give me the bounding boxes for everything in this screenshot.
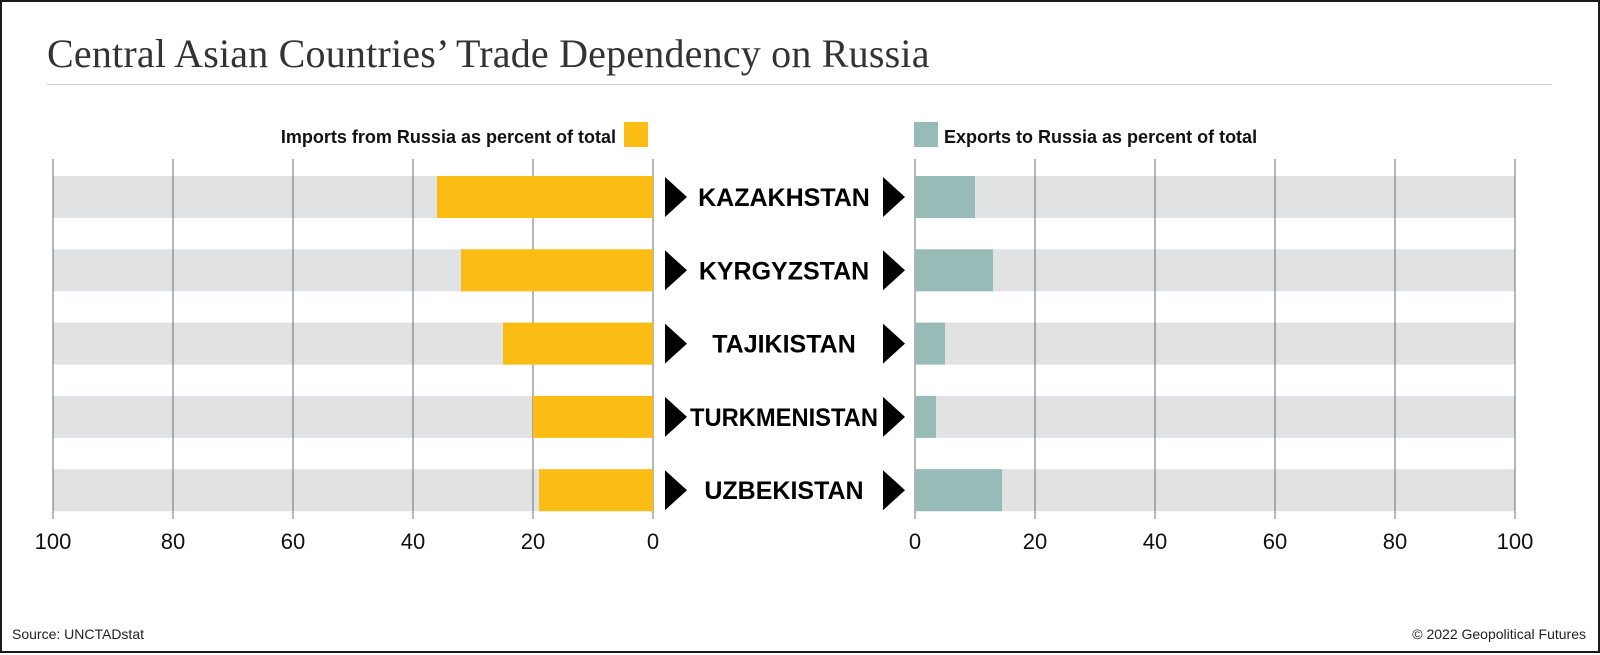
right-axis-tick: 40 <box>1143 529 1167 554</box>
bar-imports <box>437 176 653 218</box>
track-right <box>915 469 1515 512</box>
arrow-right-icon <box>883 177 905 217</box>
legend-exports-label: Exports to Russia as percent of total <box>944 127 1257 147</box>
bar-imports <box>461 249 653 292</box>
left-axis-tick: 100 <box>35 529 72 554</box>
copyright-note: © 2022 Geopolitical Futures <box>1412 626 1586 642</box>
arrow-right-icon <box>883 323 905 364</box>
bar-exports <box>915 322 945 365</box>
right-axis-tick: 0 <box>909 529 921 554</box>
title-divider <box>47 84 1552 85</box>
arrow-left-icon <box>665 470 687 511</box>
category-label: TAJIKISTAN <box>712 331 856 359</box>
bar-imports <box>503 322 653 365</box>
bar-exports <box>915 249 993 292</box>
bar-imports <box>539 469 653 512</box>
right-axis-tick: 20 <box>1023 529 1047 554</box>
source-note: Source: UNCTADstat <box>12 626 144 642</box>
category-label: KYRGYZSTAN <box>699 257 869 285</box>
right-axis-tick: 80 <box>1383 529 1407 554</box>
right-axis-tick: 60 <box>1263 529 1287 554</box>
track-right <box>915 249 1515 292</box>
track-right <box>915 395 1515 438</box>
category-label: UZBEKISTAN <box>704 477 863 505</box>
arrow-right-icon <box>883 250 905 291</box>
legend-imports-label: Imports from Russia as percent of total <box>281 127 616 147</box>
left-axis-tick: 0 <box>647 529 659 554</box>
arrow-right-icon <box>883 470 905 511</box>
legend-exports-swatch <box>914 122 938 147</box>
arrow-left-icon <box>665 396 687 437</box>
track-right <box>915 176 1515 218</box>
arrow-left-icon <box>665 250 687 291</box>
bar-exports <box>915 469 1002 512</box>
left-axis-tick: 60 <box>281 529 305 554</box>
chart-title: Central Asian Countries’ Trade Dependenc… <box>47 31 930 76</box>
bar-imports <box>533 395 653 438</box>
arrow-right-icon <box>883 396 905 437</box>
arrow-left-icon <box>665 323 687 364</box>
track-right <box>915 322 1515 365</box>
right-axis-tick: 100 <box>1497 529 1534 554</box>
category-label: KAZAKHSTAN <box>698 184 870 212</box>
left-axis-tick: 40 <box>401 529 425 554</box>
bar-exports <box>915 395 936 438</box>
arrow-left-icon <box>665 177 687 217</box>
bar-exports <box>915 176 975 218</box>
legend-imports-swatch <box>624 122 648 147</box>
left-axis-tick: 80 <box>161 529 185 554</box>
left-axis-tick: 20 <box>521 529 545 554</box>
category-label: TURKMENISTAN <box>690 404 878 432</box>
